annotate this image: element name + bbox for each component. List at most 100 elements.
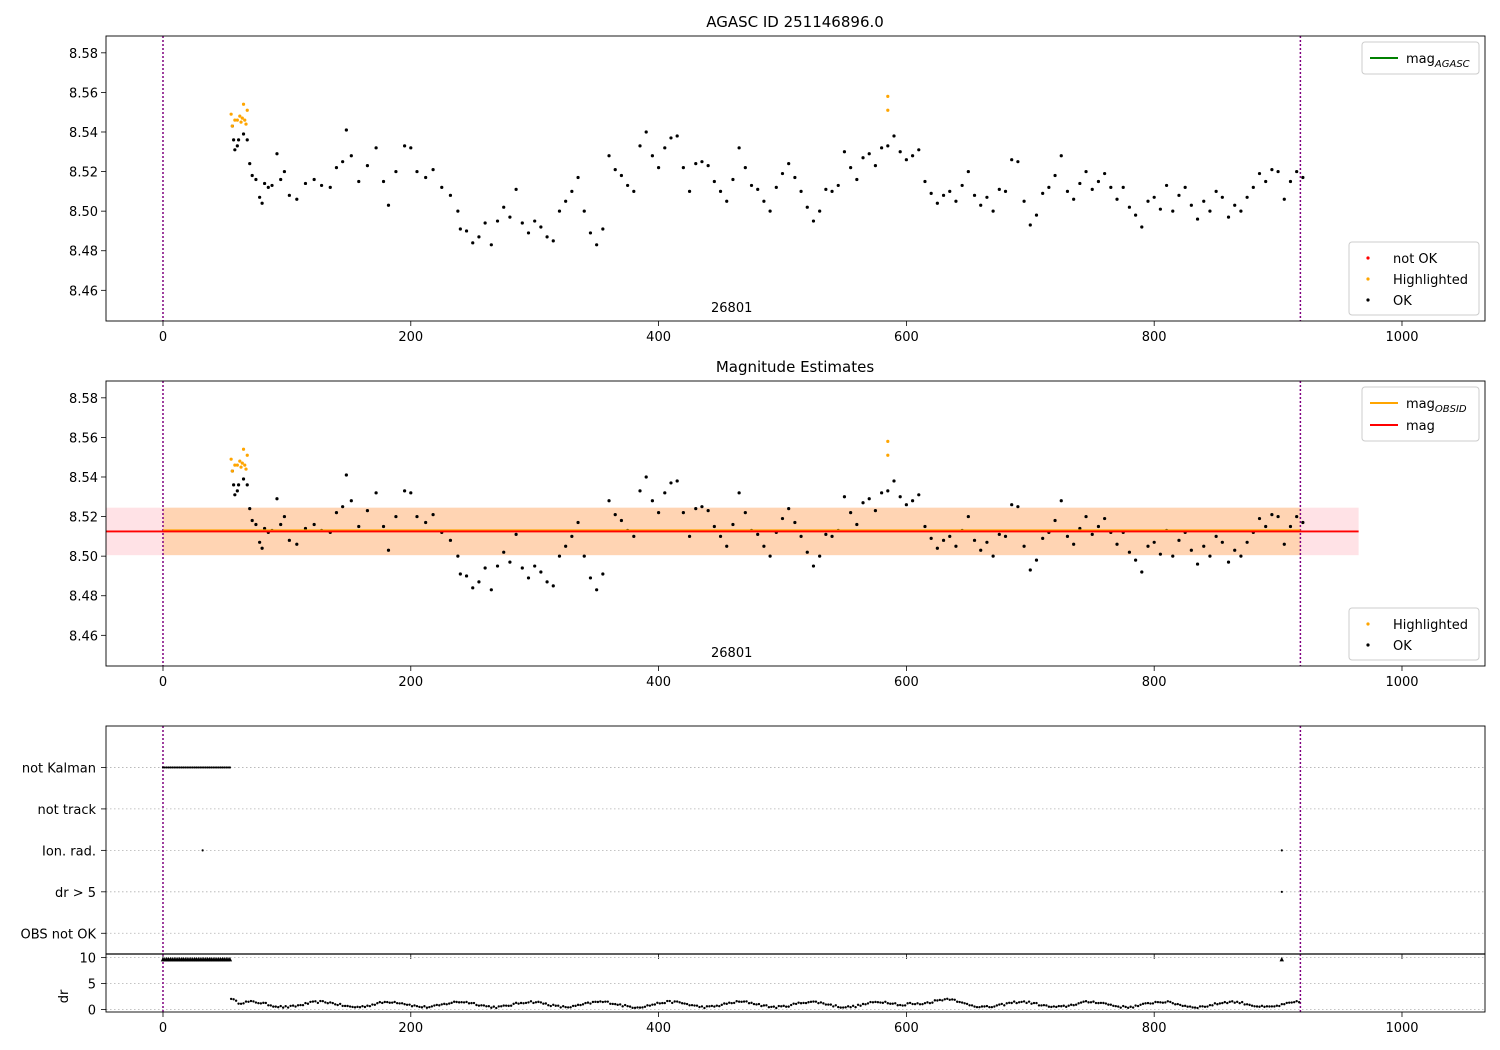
dr-point [1208,1003,1212,1007]
dr-point [393,1000,396,1004]
ok-point [245,138,249,142]
dr-point [1025,1001,1028,1005]
ok-point [570,189,574,193]
dr-point [1245,1003,1249,1006]
ok-point [282,514,287,519]
dr-point [341,1004,344,1008]
flag-point-not-kalman [217,766,220,769]
dr-clipped-marker: ▴ [185,955,190,965]
dr-point [472,1001,476,1005]
ok-point [1233,203,1237,207]
dr-point [229,997,233,1001]
ok-point [250,173,254,178]
dr-point [1290,1001,1293,1004]
dr-point [623,1003,627,1007]
obsid-label: 26801 [711,646,752,661]
dr-point [849,1005,852,1009]
ok-point [799,534,803,538]
ok-point [357,179,361,184]
dr-point [450,1001,453,1005]
dr-point [586,1001,590,1004]
dr-point [576,1003,580,1007]
dr-point [720,1003,723,1007]
dr-point [765,1004,768,1007]
ok-point [1214,189,1218,193]
ok-point [258,540,262,544]
dr-point [373,1003,377,1006]
legend-line-subscript: AGASC [1434,59,1470,70]
dr-clipped-marker: ▴ [170,955,175,965]
x-tick-label: 800 [1142,330,1167,345]
ok-point [564,199,568,203]
highlighted-point [886,453,890,457]
dr-point [864,1003,867,1006]
y-tick-label: 8.54 [69,471,98,486]
highlighted-point [229,457,233,461]
dr-point [306,1002,310,1005]
ok-point [1257,516,1262,521]
dr-point [334,1003,337,1006]
dr-point [745,1000,748,1003]
dr-point [933,999,937,1002]
dr-clipped-marker: ▴ [226,955,231,965]
dr-point [970,1004,974,1007]
dr-point [492,1005,496,1008]
ok-point [415,514,419,519]
flag-point-not-kalman [206,766,209,769]
ok-point [762,199,766,203]
dr-point [931,1001,934,1004]
dr-point [656,1001,659,1005]
flag-point-not-kalman [180,766,183,769]
dr-point [1213,1002,1217,1005]
dr-point [356,1005,359,1009]
highlighted-point [241,447,246,451]
ok-point [477,580,481,584]
flag-category-label: OBS not OK [21,927,97,942]
dr-point [527,1001,530,1004]
ok-point [762,544,766,548]
ok-point [424,175,428,180]
ok-point [1047,185,1051,190]
dr-clipped-marker: ▴ [177,955,182,965]
dr-point [1288,1001,1291,1004]
dr-point [311,1000,315,1003]
dr-clipped-marker: ▴ [161,955,166,965]
ok-point [344,128,348,132]
ok-point [1134,558,1138,562]
dr-point [1203,1005,1207,1008]
dr-point [700,1005,704,1008]
dr-point [792,1002,795,1005]
highlighted-point [239,120,243,124]
dr-point [1040,1004,1043,1007]
highlighted-point [239,465,243,469]
legend-box [1348,607,1480,661]
ok-point [941,193,946,197]
dr-point [777,1004,780,1008]
ok-point [1103,516,1107,521]
ok-point [1059,154,1063,158]
highlighted-point [240,116,244,120]
dr-point [832,1005,835,1008]
dr-point [1072,1004,1075,1007]
dr-point [408,1003,411,1006]
ok-point [520,566,524,570]
dr-point [381,1001,384,1005]
axes-frame [105,725,1486,955]
ok-point [483,566,487,570]
flag-category-label: not track [37,803,96,818]
flag-category-label: dr > 5 [55,886,96,901]
dr-point [960,1001,964,1004]
dr-point [1045,1004,1048,1007]
dr-point [705,1005,709,1008]
ok-point [842,495,847,499]
dr-point [257,1001,260,1005]
dr-point [504,1004,508,1007]
dr-point [435,1003,439,1007]
ok-point [295,197,299,201]
dr-point [1149,1002,1152,1005]
ok-point [793,175,797,180]
ok-point [545,235,549,239]
ok-point [997,187,1001,191]
ok-point [923,524,927,529]
ok-point [1282,197,1286,201]
